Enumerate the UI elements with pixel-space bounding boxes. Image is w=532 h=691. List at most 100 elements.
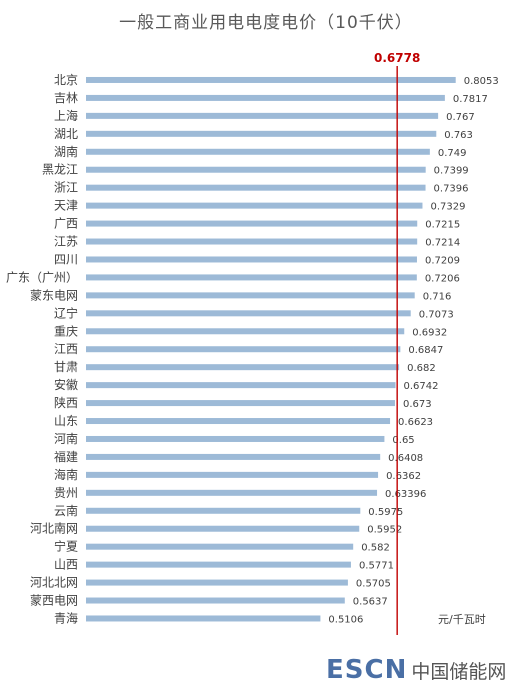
category-label: 海南 <box>54 467 78 482</box>
category-label: 陕西 <box>54 395 78 410</box>
data-label: 0.5705 <box>356 579 391 590</box>
data-label: 0.63396 <box>385 489 426 500</box>
data-label: 0.7206 <box>425 273 460 284</box>
bar <box>86 292 415 299</box>
category-label: 四川 <box>54 252 78 266</box>
data-label: 0.6847 <box>408 345 443 356</box>
bar <box>86 382 396 389</box>
category-label: 福建 <box>54 449 78 464</box>
category-label: 安徽 <box>54 377 78 392</box>
category-label: 吉林 <box>54 91 78 105</box>
data-label: 0.5952 <box>367 525 402 536</box>
category-label: 湖北 <box>54 126 78 141</box>
bar <box>86 310 411 317</box>
bar <box>86 148 430 155</box>
bar <box>86 543 354 550</box>
data-label: 0.6932 <box>412 327 447 338</box>
category-label: 湖南 <box>54 144 78 159</box>
bar <box>86 453 381 460</box>
chart-title: 一般工商业用电电度电价（10千伏） <box>119 13 413 33</box>
bar <box>86 615 321 622</box>
data-label: 0.716 <box>423 291 452 302</box>
reference-line-label: 0.6778 <box>374 51 420 65</box>
category-label: 山东 <box>54 414 78 428</box>
data-label: 0.7396 <box>434 184 469 195</box>
bar <box>86 435 385 442</box>
bar <box>86 274 417 281</box>
escn-watermark-logo: ESCN 中国储能网 <box>326 655 506 685</box>
bar <box>86 166 426 173</box>
category-label: 重庆 <box>54 324 78 338</box>
category-label: 江苏 <box>54 235 78 249</box>
category-label: 甘肃 <box>54 360 78 374</box>
data-label: 0.682 <box>407 363 436 374</box>
bar <box>86 94 445 101</box>
category-label: 辽宁 <box>54 305 78 320</box>
watermark-cn-name: 中国储能网 <box>411 661 507 683</box>
watermark-brand: ESCN <box>326 655 408 685</box>
bar <box>86 184 426 191</box>
data-label: 0.7329 <box>430 202 465 213</box>
data-label: 0.763 <box>444 130 473 141</box>
category-label: 蒙东电网 <box>30 288 78 302</box>
category-label: 北京 <box>54 73 78 87</box>
bar <box>86 238 418 245</box>
category-label: 云南 <box>54 503 78 518</box>
data-label: 0.5106 <box>328 614 363 625</box>
category-label: 贵州 <box>54 486 78 500</box>
data-label: 0.6623 <box>398 417 433 428</box>
category-label: 江西 <box>54 342 78 356</box>
category-label: 宁夏 <box>54 539 78 554</box>
data-label: 0.6408 <box>388 453 423 464</box>
data-label: 0.8053 <box>464 76 499 87</box>
category-label: 天津 <box>54 199 78 213</box>
data-label: 0.7214 <box>425 238 460 249</box>
bar <box>86 507 361 514</box>
bar <box>86 346 401 353</box>
bar <box>86 364 400 371</box>
category-label: 广东（广州） <box>6 270 78 284</box>
bar <box>86 220 418 227</box>
bar <box>86 525 360 532</box>
bar <box>86 130 437 137</box>
data-label: 0.767 <box>446 112 475 123</box>
bar <box>86 256 417 263</box>
data-label: 0.7399 <box>434 166 469 177</box>
bar <box>86 400 395 407</box>
category-label: 黑龙江 <box>42 163 78 177</box>
bar <box>86 579 348 586</box>
data-label: 0.7817 <box>453 94 488 105</box>
unit-label: 元/千瓦时 <box>438 613 486 626</box>
data-label: 0.673 <box>403 399 432 410</box>
category-label: 蒙西电网 <box>30 594 78 608</box>
data-label: 0.749 <box>438 148 467 159</box>
category-label: 山西 <box>54 558 78 572</box>
data-label: 0.6362 <box>386 471 421 482</box>
bar <box>86 489 378 496</box>
category-label: 河北北网 <box>30 576 78 590</box>
data-label: 0.582 <box>361 543 390 554</box>
category-label: 浙江 <box>54 181 78 195</box>
category-label: 上海 <box>54 108 78 123</box>
bar <box>86 597 345 604</box>
data-label: 0.65 <box>392 435 414 446</box>
data-label: 0.6742 <box>404 381 439 392</box>
bar <box>86 328 405 335</box>
bar <box>86 112 439 119</box>
bar <box>86 471 379 478</box>
category-label: 河南 <box>54 431 78 446</box>
data-label: 0.5637 <box>353 597 388 608</box>
bar <box>86 561 351 568</box>
data-label: 0.7209 <box>425 255 460 266</box>
data-label: 0.5975 <box>368 507 403 518</box>
bar <box>86 76 456 83</box>
data-label: 0.5771 <box>359 561 394 572</box>
category-label: 青海 <box>54 610 78 625</box>
data-label: 0.7215 <box>425 220 460 231</box>
bar <box>86 202 423 209</box>
category-label: 广西 <box>54 217 78 231</box>
data-label: 0.7073 <box>419 309 454 320</box>
bar <box>86 418 391 425</box>
category-label: 河北南网 <box>30 521 78 536</box>
